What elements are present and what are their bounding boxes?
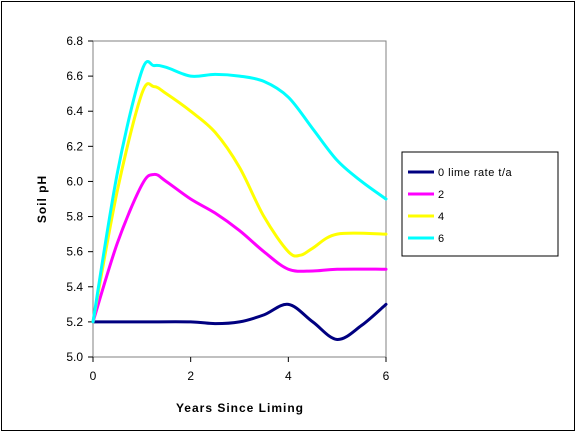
y-tick-label: 5.4 [66,280,83,294]
legend: 0 lime rate t/a 2 4 6 [408,167,513,245]
y-tick-label: 6.4 [66,104,83,118]
legend-label: 2 [438,189,445,201]
series-lines [91,59,388,341]
x-axis-title: Years Since Liming [176,401,304,415]
y-tick-label: 5.8 [66,210,83,224]
x-axis-ticks: 0 2 4 6 [90,357,390,383]
series-line-2 [91,82,388,324]
y-axis-title: Soil pH [35,175,49,223]
y-axis-ticks: 5.0 5.2 5.4 5.6 5.8 6.0 6.2 6.4 6.6 6.8 [66,34,93,364]
y-tick-label: 5.0 [66,350,83,364]
y-tick-label: 5.2 [66,315,83,329]
legend-label: 0 lime rate t/a [438,167,513,179]
y-tick-label: 6.8 [66,34,83,48]
y-tick-label: 6.0 [66,174,83,188]
series-line-1 [91,172,388,324]
legend-label: 4 [438,211,445,223]
y-tick-label: 6.2 [66,139,83,153]
y-tick-label: 6.6 [66,69,83,83]
x-tick-label: 6 [383,369,390,383]
x-tick-label: 4 [285,369,292,383]
x-tick-label: 2 [187,369,194,383]
series-line-0 [91,302,388,341]
legend-label: 6 [438,233,445,245]
y-tick-label: 5.6 [66,245,83,259]
series-line-3 [91,59,388,324]
x-tick-label: 0 [90,369,97,383]
